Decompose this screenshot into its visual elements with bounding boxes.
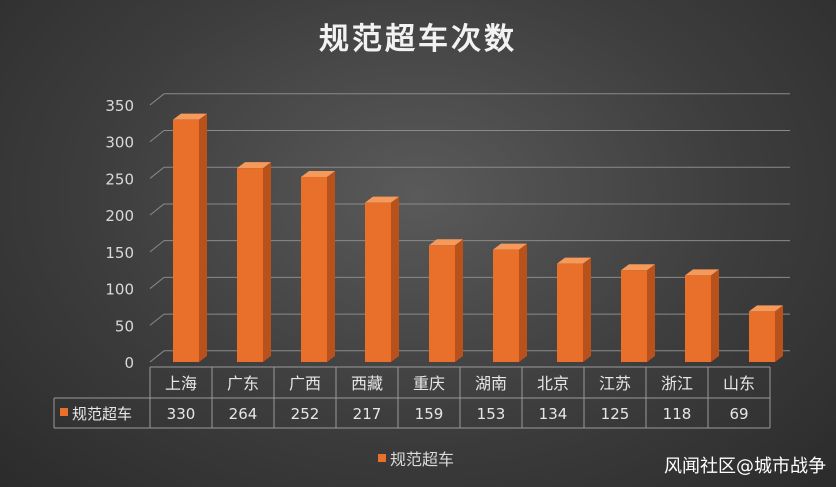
data-label: 217 [353, 405, 382, 423]
gridline-depth [149, 350, 165, 363]
bar-top [429, 239, 463, 246]
x-tick-label: 重庆 [413, 374, 445, 393]
bar-front [429, 245, 455, 362]
bar-top [685, 269, 719, 276]
table-legend-swatch [60, 408, 68, 416]
bar-side [647, 264, 655, 362]
bar-front [621, 270, 647, 362]
bar [365, 196, 399, 362]
data-label: 118 [663, 405, 692, 423]
bar [237, 162, 271, 362]
chart-title: 规范超车次数 [319, 22, 517, 57]
data-label: 159 [415, 405, 444, 423]
bar-side [199, 113, 207, 362]
x-tick-label: 广西 [289, 374, 321, 393]
gridline-depth [149, 240, 165, 253]
x-tick-label: 上海 [165, 374, 197, 393]
x-tick-label: 江苏 [599, 374, 631, 393]
bar-front [493, 249, 519, 362]
y-tick-label: 350 [105, 97, 134, 115]
data-table: 上海 330 广东 264 广西 252 西藏 217 重庆 159 湖南 153 北京 134 江苏 125… [53, 366, 771, 429]
bar [685, 269, 719, 362]
table-series-name: 规范超车 [72, 405, 132, 423]
bar-side [455, 239, 463, 362]
y-tick-label: 50 [115, 317, 134, 335]
x-tick-label: 西藏 [351, 374, 383, 393]
bar-top [749, 305, 783, 312]
bar-front [749, 311, 775, 362]
bar-side [391, 196, 399, 362]
gridline-depth [149, 130, 165, 143]
bar-side [519, 243, 527, 362]
bars [173, 113, 783, 362]
legend-swatch [378, 454, 386, 462]
bar-top [557, 257, 591, 264]
gridline-depth [149, 313, 165, 326]
y-tick-label: 0 [124, 354, 134, 372]
bar-front [365, 202, 391, 362]
x-tick-label: 浙江 [661, 374, 693, 393]
y-tick-label: 200 [105, 207, 134, 225]
gridline-depth [149, 203, 165, 216]
bar [429, 239, 463, 362]
y-tick-label: 150 [105, 244, 134, 262]
legend: 规范超车 [378, 446, 454, 470]
data-label: 330 [167, 405, 196, 423]
gridline-depth [149, 276, 165, 289]
bar-top [173, 113, 207, 120]
bar-side [327, 170, 335, 362]
data-label: 264 [229, 405, 258, 423]
bar-front [685, 275, 711, 362]
bar-front [237, 168, 263, 362]
bar [301, 170, 335, 362]
bar-front [301, 176, 327, 362]
legend-label: 规范超车 [390, 450, 455, 469]
bar [749, 305, 783, 362]
bar-front [173, 119, 199, 362]
bar [557, 257, 591, 362]
x-tick-label: 广东 [227, 374, 259, 393]
bar-side [711, 269, 719, 362]
data-label: 125 [601, 405, 630, 423]
x-tick-label: 北京 [537, 374, 569, 393]
bar-top [365, 196, 399, 203]
bar [621, 264, 655, 362]
watermark: 风闻社区@城市战争 [664, 456, 826, 477]
gridline-depth [149, 166, 165, 179]
gridline-depth [149, 93, 165, 106]
data-label: 69 [729, 405, 748, 423]
bar-side [263, 162, 271, 362]
data-label: 153 [477, 405, 506, 423]
x-tick-label: 湖南 [475, 374, 507, 393]
bar-top [301, 170, 335, 177]
bar [493, 243, 527, 362]
y-tick-label: 300 [105, 134, 134, 152]
data-label: 134 [539, 405, 568, 423]
x-tick-label: 山东 [723, 374, 755, 393]
bar-top [621, 264, 655, 271]
bar-side [775, 305, 783, 362]
bar [173, 113, 207, 362]
y-tick-label: 250 [105, 170, 134, 188]
bar-side [583, 257, 591, 362]
y-tick-label: 100 [105, 281, 134, 299]
bar-top [493, 243, 527, 250]
bar-front [557, 263, 583, 362]
data-label: 252 [291, 405, 320, 423]
bar-top [237, 162, 271, 169]
